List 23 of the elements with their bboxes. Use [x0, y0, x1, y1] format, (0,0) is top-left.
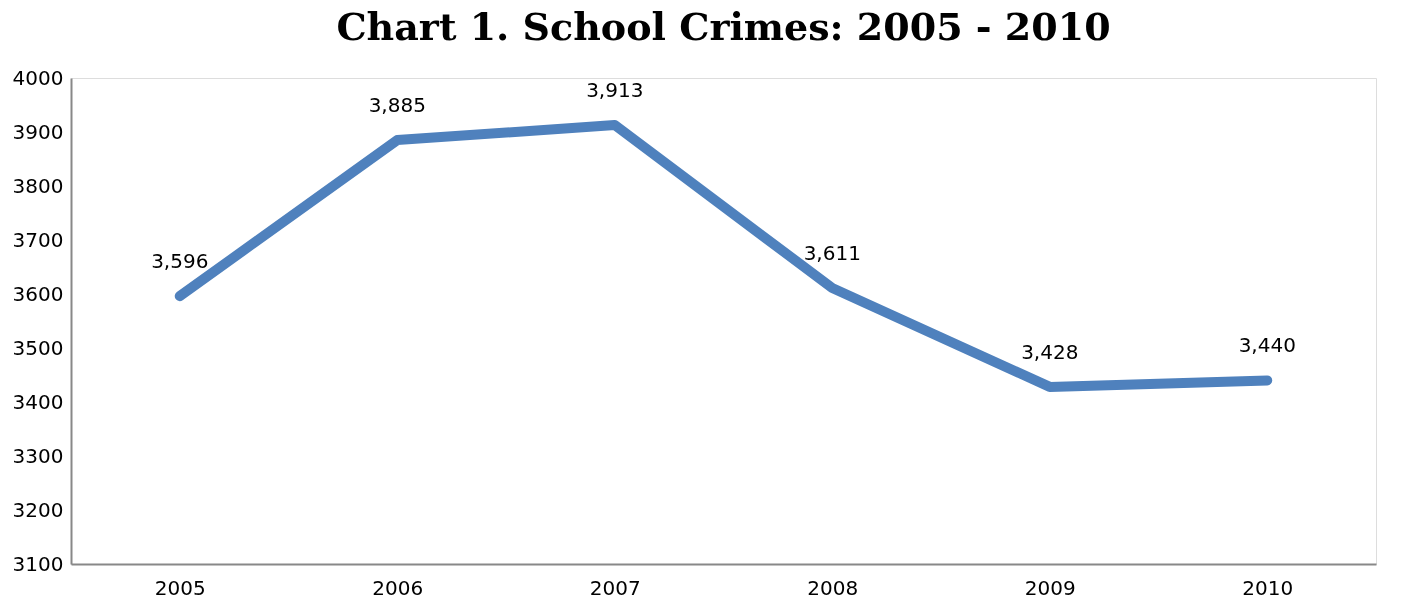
text: 3,913	[586, 77, 644, 102]
y-tick-label: 3600	[12, 281, 64, 306]
y-tick-label: 3300	[12, 443, 64, 468]
chart-title: Chart 1. School Crimes: 2005 - 2010	[336, 4, 1111, 49]
x-tick-label: 2008	[807, 575, 859, 600]
text: 3,885	[368, 93, 426, 118]
y-tick-label: 3500	[12, 335, 64, 360]
y-tick-label: 3900	[12, 119, 64, 144]
x-tick-label: 2007	[589, 575, 641, 600]
y-tick-label: 3200	[12, 497, 64, 522]
text: 3,428	[1021, 339, 1079, 364]
text: 3,611	[803, 241, 861, 266]
y-tick-label: 3400	[12, 389, 64, 414]
y-tick-label: 3700	[12, 227, 64, 252]
y-tick-label: 3100	[12, 551, 64, 576]
text: 3,440	[1238, 333, 1296, 358]
x-tick-label: 2009	[1024, 575, 1076, 600]
y-tick-label: 4000	[12, 65, 64, 90]
y-tick-label: 3800	[12, 173, 64, 198]
x-tick-label: 2005	[154, 575, 206, 600]
text: 3,596	[151, 249, 209, 274]
x-tick-label: 2010	[1242, 575, 1294, 600]
x-tick-label: 2006	[372, 575, 424, 600]
